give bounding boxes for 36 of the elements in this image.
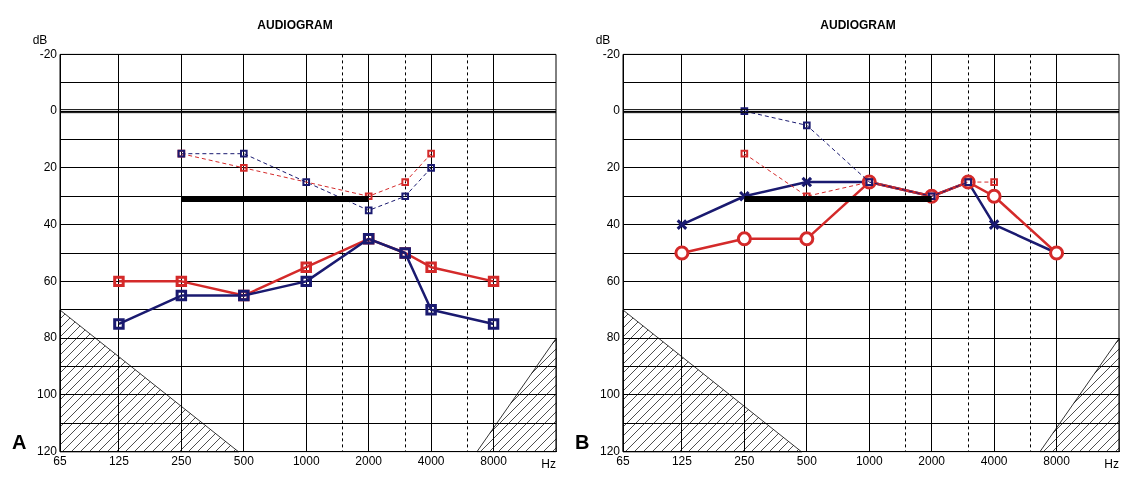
y-tick-label: -20 — [39, 46, 58, 61]
x-tick-label: 500 — [233, 454, 255, 469]
text: A — [12, 431, 27, 454]
y-tick-label: 40 — [43, 216, 58, 231]
x-tick-label: 8000 — [480, 454, 508, 469]
x-tick-label: 2000 — [918, 454, 946, 469]
x-tick-label: 4000 — [980, 454, 1008, 469]
x-tick-label: 250 — [171, 454, 192, 469]
x-tick-label: 1000 — [292, 454, 320, 469]
x-tick-label: 1000 — [855, 454, 883, 469]
x-tick-label: 4000 — [417, 454, 445, 469]
text: B — [575, 431, 590, 454]
x-axis-title: Hz — [1104, 456, 1119, 471]
y-tick-label: -20 — [602, 46, 621, 61]
chart-title: AUDIOGRAM — [257, 17, 333, 32]
y-tick-label: 80 — [43, 330, 58, 345]
x-axis-title: Hz — [541, 456, 556, 471]
x-tick-label: 8000 — [1043, 454, 1071, 469]
x-tick-label: 250 — [734, 454, 755, 469]
y-axis-title: dB — [595, 32, 611, 47]
x-tick-label: 500 — [796, 454, 818, 469]
x-tick-label: 125 — [671, 454, 693, 469]
y-tick-label: 0 — [613, 103, 621, 118]
y-tick-label: 60 — [606, 273, 621, 288]
x-tick-label: 2000 — [355, 454, 383, 469]
y-tick-label: 60 — [43, 273, 58, 288]
y-tick-label: 100 — [599, 387, 621, 402]
chart-title: AUDIOGRAM — [820, 17, 896, 32]
y-tick-label: 100 — [36, 387, 58, 402]
x-tick-label: 125 — [108, 454, 130, 469]
y-tick-label: 40 — [606, 216, 621, 231]
y-tick-label: 20 — [43, 160, 58, 175]
y-tick-label: 20 — [606, 160, 621, 175]
y-axis-title: dB — [32, 32, 48, 47]
y-tick-label: 0 — [50, 103, 58, 118]
y-tick-label: 80 — [606, 330, 621, 345]
